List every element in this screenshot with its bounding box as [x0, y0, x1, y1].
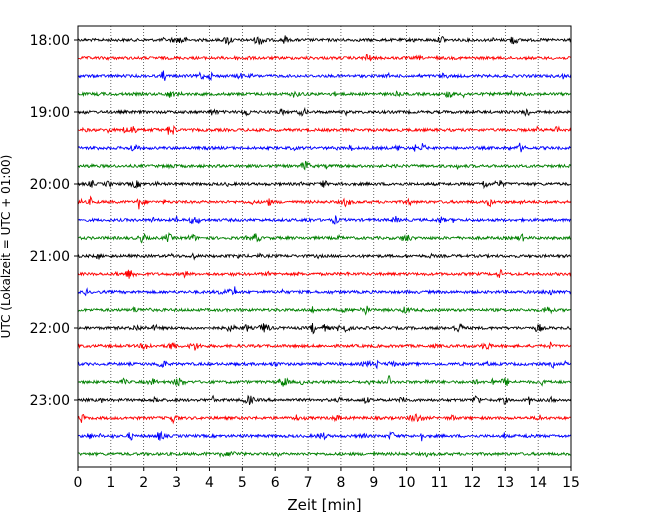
x-tick-label: 12: [463, 475, 481, 491]
trace-row-2215: [77, 341, 572, 351]
trace-row-2245: [77, 375, 571, 387]
x-tick-label: 1: [106, 475, 115, 491]
trace-row-1815: [77, 53, 571, 62]
trace-row-1945: [77, 160, 572, 171]
x-tick-label: 14: [529, 475, 547, 491]
trace-row-2200: [77, 323, 572, 335]
trace-row-1930: [77, 142, 572, 153]
trace-row-1800: [77, 35, 572, 46]
x-tick-label: 6: [271, 475, 280, 491]
y-tick-label: 22:00: [30, 321, 70, 337]
x-tick-label: 8: [336, 475, 345, 491]
trace-row-2115: [77, 268, 572, 279]
trace-row-2045: [77, 232, 572, 244]
trace-row-2345: [77, 450, 571, 458]
y-axis-ticks: 18:00 19:00 20:00 21:00 22:00 23:00: [30, 33, 78, 409]
x-tick-label: 13: [496, 475, 514, 491]
trace-row-2300: [77, 394, 572, 405]
trace-row-1830: [77, 70, 572, 82]
y-axis-title: UTC (Lokalzeit = UTC + 01:00): [0, 155, 13, 339]
trace-row-1915: [77, 124, 572, 135]
y-tick-label: 21:00: [30, 249, 70, 265]
x-axis-title: Zeit [min]: [287, 496, 361, 514]
x-tick-label: 2: [139, 475, 148, 491]
trace-row-2330: [77, 430, 572, 442]
trace-row-2030: [77, 215, 572, 225]
trace-row-1845: [77, 90, 572, 99]
y-tick-label: 23:00: [30, 393, 70, 409]
x-tick-label: 7: [304, 475, 313, 491]
trace-row-1900: [77, 106, 572, 117]
trace-row-2015: [77, 195, 572, 210]
x-tick-label: 15: [562, 475, 580, 491]
x-tick-label: 10: [398, 475, 416, 491]
y-tick-label: 19:00: [30, 105, 70, 121]
y-tick-label: 18:00: [30, 33, 70, 49]
trace-row-2230: [77, 359, 572, 370]
x-tick-label: 11: [431, 475, 449, 491]
trace-row-2315: [77, 413, 571, 425]
trace-row-2145: [77, 305, 572, 316]
trace-row-2100: [77, 252, 571, 261]
seismogram-traces: [77, 35, 572, 458]
x-axis-ticks: 0 1 2 3 4 5 6 7 8 9 10 11 12 13 14 15: [74, 467, 580, 491]
x-tick-label: 4: [205, 475, 214, 491]
x-tick-label: 9: [369, 475, 378, 491]
x-tick-label: 3: [172, 475, 181, 491]
y-tick-label: 20:00: [30, 177, 70, 193]
trace-row-2000: [77, 179, 571, 190]
x-tick-label: 0: [74, 475, 83, 491]
plot-frame: [77, 25, 572, 468]
x-tick-label: 5: [238, 475, 247, 491]
trace-row-2130: [77, 286, 572, 297]
